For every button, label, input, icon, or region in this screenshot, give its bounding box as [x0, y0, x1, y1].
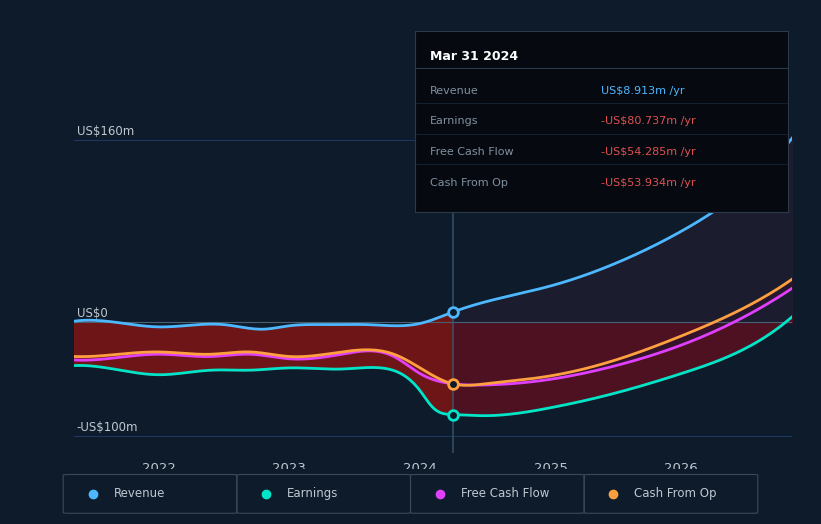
Text: Free Cash Flow: Free Cash Flow — [429, 147, 513, 157]
Text: -US$80.737m /yr: -US$80.737m /yr — [601, 116, 696, 126]
Text: Earnings: Earnings — [287, 487, 338, 500]
Text: -US$100m: -US$100m — [76, 421, 138, 434]
Text: Earnings: Earnings — [429, 116, 478, 126]
Text: Analysts Forecasts: Analysts Forecasts — [458, 123, 568, 136]
Text: US$0: US$0 — [76, 307, 108, 320]
Text: Cash From Op: Cash From Op — [429, 178, 507, 188]
Text: -US$54.285m /yr: -US$54.285m /yr — [601, 147, 696, 157]
Text: US$8.913m /yr: US$8.913m /yr — [601, 86, 685, 96]
Text: Mar 31 2024: Mar 31 2024 — [429, 50, 518, 62]
Text: US$160m: US$160m — [76, 125, 134, 138]
Text: -US$53.934m /yr: -US$53.934m /yr — [601, 178, 696, 188]
Text: Free Cash Flow: Free Cash Flow — [461, 487, 549, 500]
Text: Cash From Op: Cash From Op — [635, 487, 717, 500]
Text: Revenue: Revenue — [113, 487, 165, 500]
Text: Past: Past — [423, 123, 447, 136]
Text: Revenue: Revenue — [429, 86, 479, 96]
